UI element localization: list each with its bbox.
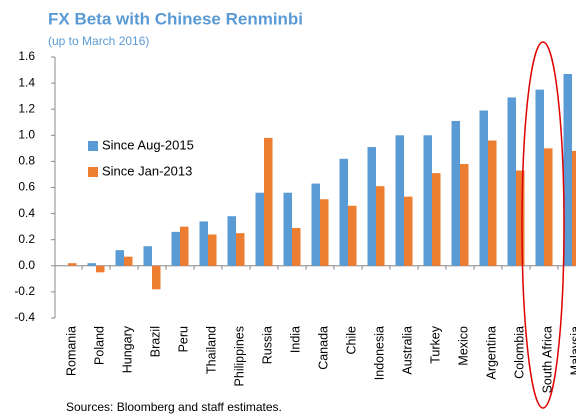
y-tick-label: 0.6 bbox=[18, 180, 35, 194]
x-tick-label: Mexico bbox=[456, 326, 470, 366]
bar bbox=[143, 246, 152, 266]
x-tick-label: Thailand bbox=[204, 326, 218, 374]
bar bbox=[572, 150, 576, 266]
bar bbox=[180, 226, 189, 266]
legend-swatch bbox=[88, 141, 98, 151]
bar bbox=[199, 221, 208, 266]
highlight-ellipse bbox=[521, 41, 565, 409]
bar bbox=[283, 192, 292, 266]
y-tick-label: 0.2 bbox=[18, 232, 35, 246]
x-tick-label: Chile bbox=[344, 326, 358, 355]
bar bbox=[488, 140, 497, 266]
bar bbox=[87, 263, 96, 266]
bar bbox=[124, 256, 133, 266]
source-note: Sources: Bloomberg and staff estimates. bbox=[66, 400, 282, 414]
chart-title: FX Beta with Chinese Renminbi bbox=[48, 9, 303, 28]
x-tick-label: Poland bbox=[92, 326, 106, 365]
chart-subtitle: (up to March 2016) bbox=[48, 34, 149, 48]
x-tick-label: Malaysia bbox=[568, 326, 576, 375]
y-tick-label: 0.0 bbox=[18, 258, 35, 272]
x-tick-label: Brazil bbox=[148, 326, 162, 357]
bar bbox=[68, 263, 77, 266]
y-tick-label: 0.8 bbox=[18, 154, 35, 168]
x-tick-label: Russia bbox=[260, 326, 274, 364]
bar bbox=[115, 250, 124, 266]
x-tick-label: Canada bbox=[316, 326, 330, 370]
x-tick-label: India bbox=[288, 326, 302, 353]
bar bbox=[544, 148, 553, 266]
legend-label: Since Jan-2013 bbox=[102, 163, 192, 178]
x-tick-label: Australia bbox=[400, 326, 414, 375]
bar bbox=[479, 110, 488, 266]
y-tick-label: 1.0 bbox=[18, 127, 35, 141]
bar bbox=[516, 170, 525, 266]
x-tick-label: Turkey bbox=[428, 325, 442, 363]
bar bbox=[460, 164, 469, 266]
bar bbox=[423, 135, 432, 266]
x-tick-label: Philippines bbox=[232, 326, 246, 386]
y-tick-label: 1.6 bbox=[18, 49, 35, 63]
bar bbox=[507, 97, 516, 266]
x-tick-label: Colombia bbox=[512, 326, 526, 379]
bar bbox=[236, 233, 245, 266]
bar bbox=[227, 216, 236, 266]
y-tick-label: -0.4 bbox=[14, 310, 35, 324]
y-tick-label: 0.4 bbox=[18, 206, 35, 220]
bar bbox=[395, 135, 404, 266]
bar bbox=[563, 73, 572, 266]
bar bbox=[432, 173, 441, 266]
bar bbox=[451, 120, 460, 266]
bar bbox=[171, 231, 180, 266]
x-tick-label: Indonesia bbox=[372, 326, 386, 380]
y-tick-label: -0.2 bbox=[14, 284, 35, 298]
x-tick-label: Romania bbox=[64, 326, 78, 376]
bar bbox=[292, 227, 301, 266]
plot-area: -0.4 -0.2 0.0 0.2 0.4 0.6 0.8 1.0 1.2 1.4 1.6 Roman… bbox=[14, 49, 576, 393]
x-tick-label: South Africa bbox=[540, 326, 554, 393]
bar bbox=[152, 265, 161, 290]
bar bbox=[376, 186, 385, 266]
bar bbox=[208, 234, 217, 266]
y-tick-label: 1.4 bbox=[18, 75, 35, 89]
bar bbox=[367, 147, 376, 266]
legend-label: Since Aug-2015 bbox=[102, 137, 194, 152]
bar bbox=[320, 199, 329, 266]
x-tick-label: Hungary bbox=[120, 325, 134, 373]
bar bbox=[96, 265, 105, 273]
y-tick-label: 1.2 bbox=[18, 101, 35, 115]
x-tick-label: Argentina bbox=[484, 326, 498, 380]
bar bbox=[535, 89, 544, 266]
bar bbox=[404, 196, 413, 266]
bar bbox=[264, 137, 273, 266]
x-tick-label: Peru bbox=[176, 326, 190, 352]
legend-swatch bbox=[88, 167, 98, 177]
bar bbox=[311, 183, 320, 266]
bar bbox=[348, 205, 357, 266]
bar bbox=[255, 192, 264, 266]
bar bbox=[339, 158, 348, 266]
